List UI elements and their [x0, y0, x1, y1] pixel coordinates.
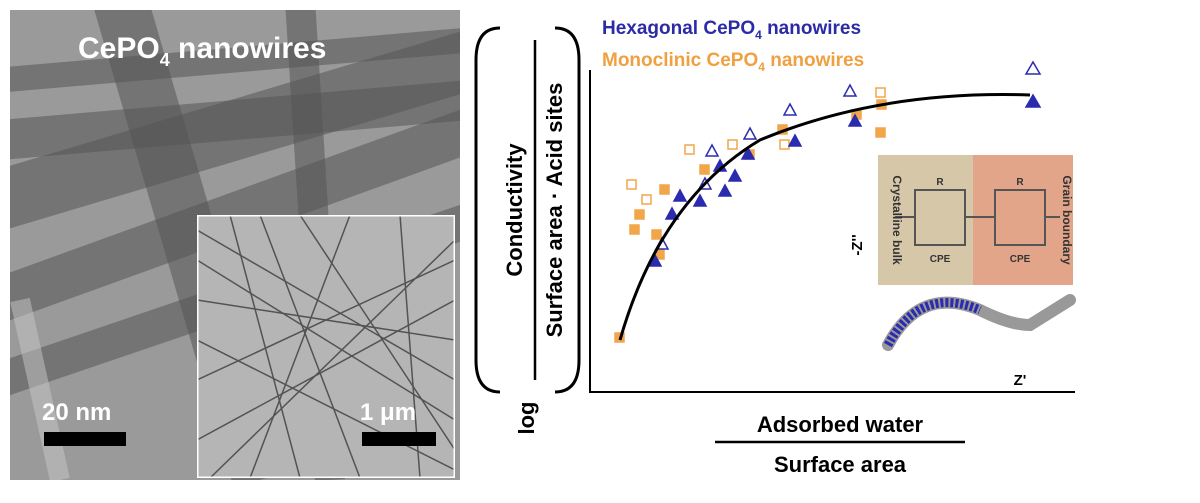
- paren-left: [474, 26, 501, 394]
- circuit-inset: Crystalline bulk Grain boundary R R CPE …: [849, 155, 1076, 389]
- text-part: Monoclinic CePO: [602, 50, 758, 71]
- left-region-label: Crystalline bulk: [890, 175, 904, 265]
- cpe-label: CPE: [1010, 254, 1031, 265]
- x-label-denominator: Surface area: [774, 452, 907, 477]
- inset-scale-label: 1 μm: [360, 399, 416, 426]
- text-part: 4: [755, 28, 762, 42]
- scale-label: 20 nm: [42, 399, 111, 426]
- y-label-numerator: Conductivity: [502, 143, 527, 277]
- text-part: CePO: [78, 32, 160, 65]
- text-part: 4: [160, 50, 170, 70]
- resistor-label: R: [1016, 177, 1024, 188]
- right-region-label: Grain boundary: [1060, 175, 1074, 265]
- legend-monoclinic: Monoclinic CePO4 nanowires: [602, 50, 864, 74]
- cpe-label: CPE: [930, 254, 951, 265]
- text-part: nanowires: [762, 18, 861, 39]
- paren-right: [554, 26, 581, 394]
- fit-curve: [618, 93, 1031, 341]
- y-label-denominator: Surface area · Acid sites: [542, 83, 567, 338]
- inset-y-label: -Z'': [849, 234, 866, 255]
- text-part: nanowires: [170, 32, 327, 65]
- tem-title: CePO4 nanowires: [78, 32, 326, 70]
- inset-scale-bar: [362, 432, 436, 446]
- text-part: nanowires: [765, 50, 864, 71]
- hexagonal-points: [647, 60, 1042, 267]
- y-label-prefix: log: [514, 402, 539, 435]
- scale-bar: [44, 432, 126, 446]
- x-label-numerator: Adsorbed water: [757, 412, 924, 437]
- legend-hexagonal: Hexagonal CePO4 nanowires: [602, 18, 861, 42]
- text-part: 4: [758, 60, 765, 74]
- monoclinic-points: [614, 87, 887, 343]
- resistor-label: R: [936, 177, 944, 188]
- inset-x-label: Z': [1014, 372, 1027, 389]
- text-part: Hexagonal CePO: [602, 18, 755, 39]
